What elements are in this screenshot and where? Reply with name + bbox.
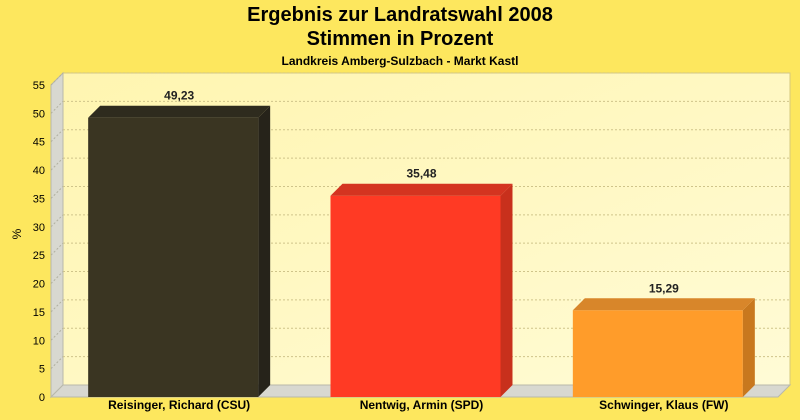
y-tick-label: 35 [33,193,45,205]
x-tick-label: Reisinger, Richard (CSU) [108,398,250,412]
gridline-wall [50,356,64,369]
y-tick-label: 55 [33,80,45,92]
bar-top [88,105,271,118]
bar [572,310,743,397]
gridline-wall [50,186,64,199]
bar-top [330,183,513,196]
bar-value-label: 49,23 [164,89,194,103]
bar-top [572,298,755,311]
bar-side [742,298,755,397]
chart-subtitle: Landkreis Amberg-Sulzbach - Markt Kastl [281,54,519,68]
gridline-wall [50,129,64,143]
gridline-wall [50,214,64,228]
x-tick-label: Schwinger, Klaus (FW) [599,398,728,412]
y-tick-label: 45 [33,137,45,149]
y-tick-label: 25 [33,250,45,262]
gridline-wall [50,157,64,171]
bar-side [500,183,513,397]
chart-title-line-2: Stimmen in Prozent [306,28,494,50]
y-tick-label: 0 [39,392,45,404]
gridline-wall [50,271,64,284]
y-axis-label: % [10,228,24,239]
y-tick-label: 30 [33,222,45,234]
left-wall [50,71,64,399]
y-tick-label: 10 [33,335,45,347]
chart-title-line-1: Ergebnis zur Landratswahl 2008 [247,4,553,26]
gridline-wall [50,72,64,86]
y-tick-label: 50 [33,108,45,120]
gridline-wall [50,101,64,114]
y-tick-label: 15 [33,307,45,319]
x-tick-label: Nentwig, Armin (SPD) [360,398,484,412]
y-tick-label: 40 [33,165,45,177]
bar [88,117,259,398]
bar-side [258,105,271,398]
gridline-wall [50,242,64,256]
bar-value-label: 15,29 [649,281,679,295]
y-tick-label: 5 [39,364,45,376]
gridline-wall [50,299,64,313]
gridline-wall [50,327,64,341]
bar-value-label: 35,48 [406,167,436,181]
bar [330,195,501,397]
y-tick-label: 20 [33,279,45,291]
